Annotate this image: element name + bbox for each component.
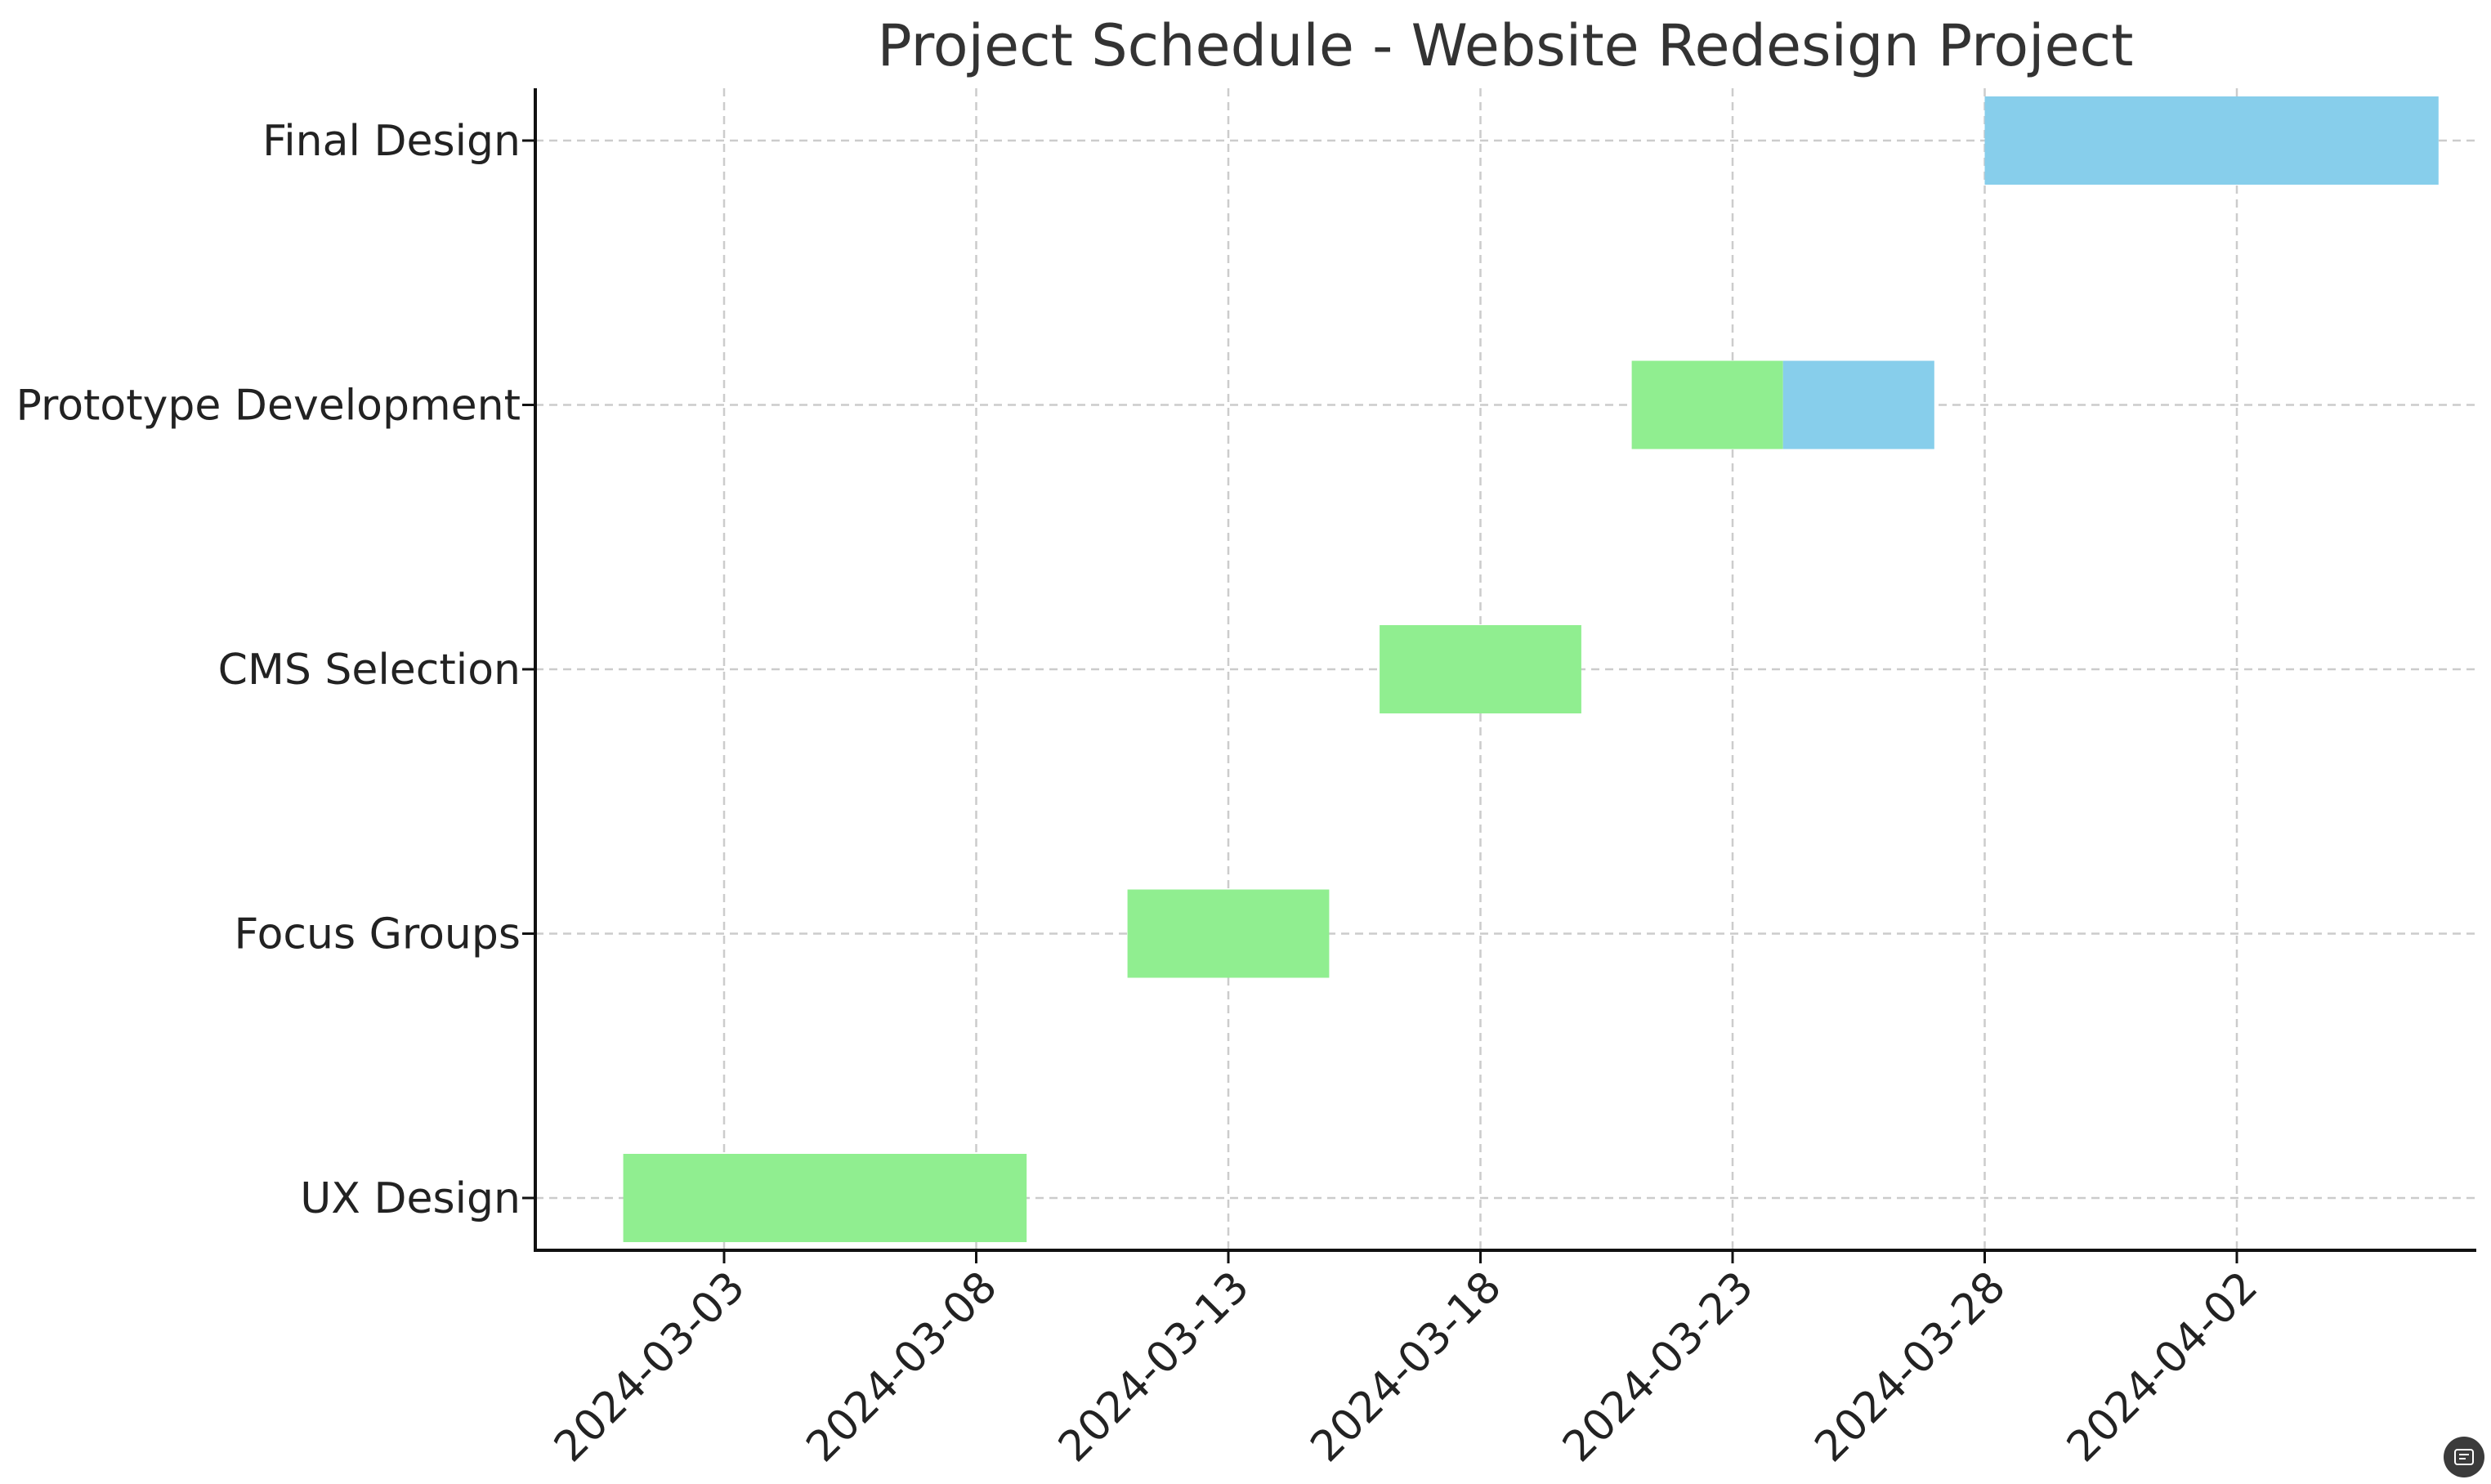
task-bar (1127, 889, 1330, 978)
screenshot-glyph-icon (2454, 1449, 2474, 1465)
x-tick-label: 2024-03-23 (1554, 1263, 1763, 1472)
task-bar (1782, 360, 1934, 449)
y-tick-label: Focus Groups (235, 910, 521, 959)
y-tick-label: Prototype Development (16, 382, 521, 431)
x-axis-ticks: 2024-03-03 2024-03-08 2024-03-13 2024-03-18… (545, 1250, 2267, 1472)
y-tick-label: UX Design (300, 1174, 521, 1223)
x-tick-label: 2024-03-08 (798, 1263, 1007, 1472)
screenshot-icon[interactable] (2444, 1437, 2484, 1477)
y-axis-ticks: UX Design Focus Groups CMS Selection Protot… (16, 117, 535, 1223)
x-tick-label: 2024-03-13 (1049, 1263, 1259, 1472)
task-bar (1380, 625, 1581, 713)
task-bar (1984, 96, 2439, 185)
task-bar (623, 1154, 1027, 1242)
x-tick-label: 2024-03-28 (1806, 1263, 2015, 1472)
y-tick-label: Final Design (262, 117, 521, 166)
x-tick-label: 2024-03-18 (1302, 1263, 1511, 1472)
x-tick-label: 2024-04-02 (2058, 1263, 2267, 1472)
task-bar (1631, 360, 1783, 449)
x-tick-label: 2024-03-03 (545, 1263, 754, 1472)
task-bars (623, 96, 2439, 1242)
y-tick-label: CMS Selection (218, 646, 521, 695)
chart-title: Project Schedule - Website Redesign Proj… (878, 12, 2134, 79)
